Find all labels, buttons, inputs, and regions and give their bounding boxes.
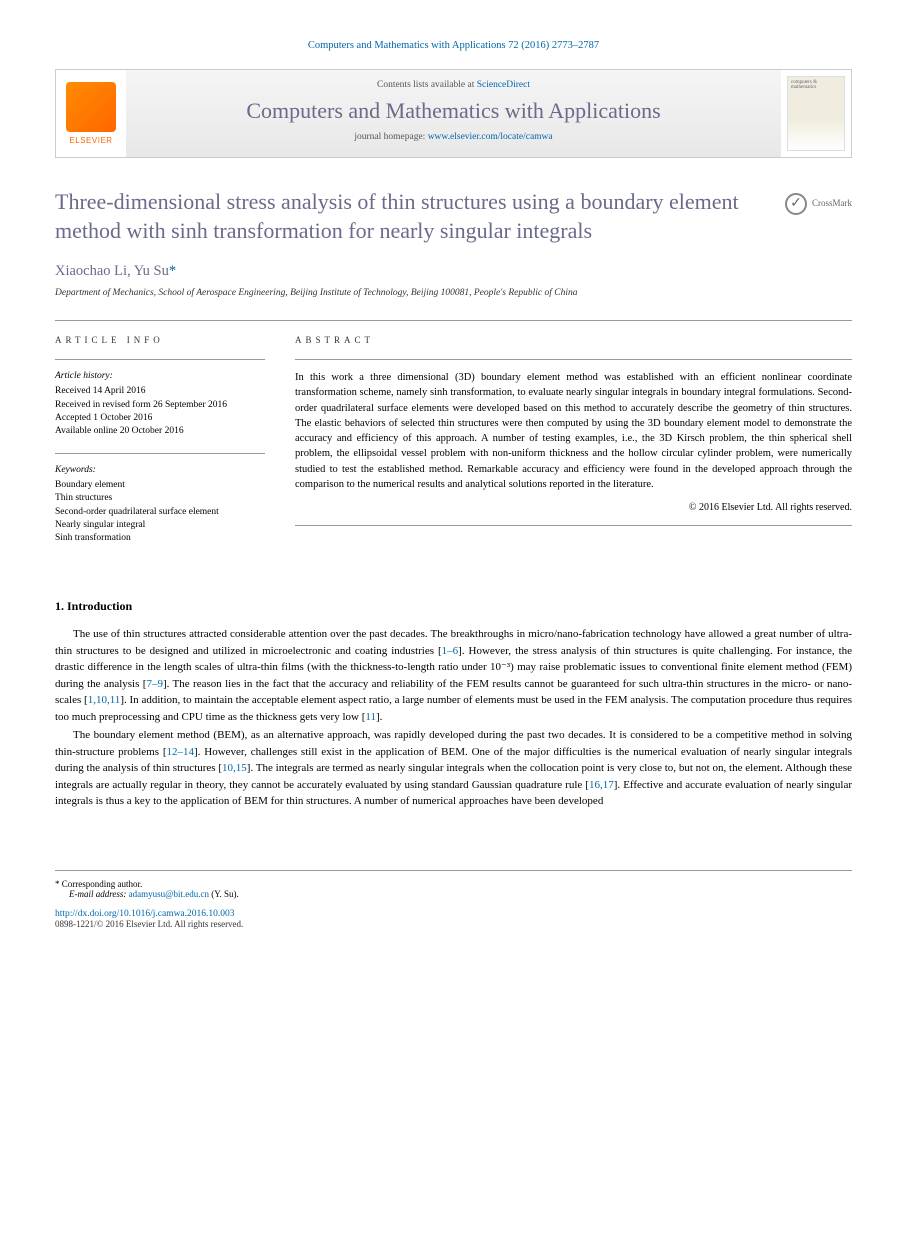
citation-link[interactable]: 1,10,11	[88, 694, 121, 706]
corresponding-mark: *	[169, 263, 176, 279]
homepage-link[interactable]: www.elsevier.com/locate/camwa	[428, 132, 553, 142]
history-item: Received in revised form 26 September 20…	[55, 399, 265, 412]
corresponding-author-note: * Corresponding author.	[55, 879, 852, 889]
keywords-block: Keywords: Boundary element Thin structur…	[55, 464, 265, 546]
journal-reference: Computers and Mathematics with Applicati…	[55, 40, 852, 51]
intro-paragraph-1: The use of thin structures attracted con…	[55, 626, 852, 725]
article-history: Article history: Received 14 April 2016 …	[55, 370, 265, 438]
citation-link[interactable]: 10,15	[222, 762, 247, 774]
citation-link[interactable]: 11	[365, 711, 376, 723]
copyright: © 2016 Elsevier Ltd. All rights reserved…	[295, 502, 852, 513]
author-names: Xiaochao Li, Yu Su	[55, 263, 169, 279]
email-label: E-mail address:	[69, 889, 129, 899]
homepage-label: journal homepage:	[354, 132, 427, 142]
page-footer: * Corresponding author. E-mail address: …	[55, 870, 852, 929]
history-item: Received 14 April 2016	[55, 385, 265, 398]
abstract-column: ABSTRACT In this work a three dimensiona…	[295, 335, 852, 559]
crossmark-badge[interactable]: ✓ CrossMark	[785, 193, 852, 215]
abstract-end-divider	[295, 525, 852, 526]
header-center: Contents lists available at ScienceDirec…	[126, 70, 781, 157]
text-run: ].	[376, 711, 382, 723]
title-text: Three-dimensional stress analysis of thi…	[55, 189, 739, 243]
text-run: ]. In addition, to maintain the acceptab…	[55, 694, 852, 723]
citation-link[interactable]: 1–6	[442, 645, 459, 657]
keyword: Nearly singular integral	[55, 519, 265, 532]
journal-title: Computers and Mathematics with Applicati…	[146, 98, 761, 124]
email-author: (Y. Su).	[209, 889, 239, 899]
keyword: Boundary element	[55, 479, 265, 492]
cover-thumbnail: computers & mathematics	[787, 76, 845, 151]
abstract-heading: ABSTRACT	[295, 335, 852, 345]
doi-link[interactable]: http://dx.doi.org/10.1016/j.camwa.2016.1…	[55, 909, 852, 919]
affiliation: Department of Mechanics, School of Aeros…	[55, 288, 852, 298]
crossmark-label: CrossMark	[812, 198, 852, 210]
info-divider	[55, 453, 265, 454]
info-abstract-row: ARTICLE INFO Article history: Received 1…	[55, 335, 852, 559]
citation-link[interactable]: 16,17	[589, 779, 614, 791]
journal-header: ELSEVIER Contents lists available at Sci…	[55, 69, 852, 158]
contents-available: Contents lists available at ScienceDirec…	[146, 80, 761, 90]
history-item: Accepted 1 October 2016	[55, 412, 265, 425]
abstract-text: In this work a three dimensional (3D) bo…	[295, 370, 852, 492]
sciencedirect-link[interactable]: ScienceDirect	[477, 80, 530, 90]
elsevier-tree-icon	[66, 82, 116, 132]
abstract-divider	[295, 359, 852, 360]
crossmark-icon: ✓	[785, 193, 807, 215]
authors: Xiaochao Li, Yu Su*	[55, 263, 852, 280]
publisher-name: ELSEVIER	[69, 136, 112, 145]
article-info-heading: ARTICLE INFO	[55, 335, 265, 345]
section-title-intro: 1. Introduction	[55, 599, 852, 614]
keyword: Thin structures	[55, 492, 265, 505]
keyword: Sinh transformation	[55, 532, 265, 545]
keyword: Second-order quadrilateral surface eleme…	[55, 506, 265, 519]
contents-text: Contents lists available at	[377, 80, 477, 90]
issn-copyright: 0898-1221/© 2016 Elsevier Ltd. All right…	[55, 919, 852, 929]
journal-cover: computers & mathematics	[781, 70, 851, 157]
divider	[55, 320, 852, 321]
citation-link[interactable]: 7–9	[146, 678, 163, 690]
publisher-logo: ELSEVIER	[56, 70, 126, 157]
intro-paragraph-2: The boundary element method (BEM), as an…	[55, 727, 852, 810]
article-title: Three-dimensional stress analysis of thi…	[55, 188, 852, 245]
homepage-line: journal homepage: www.elsevier.com/locat…	[146, 132, 761, 142]
history-item: Available online 20 October 2016	[55, 425, 265, 438]
email-link[interactable]: adamyusu@bit.edu.cn	[129, 889, 209, 899]
citation-link[interactable]: 12–14	[167, 746, 195, 758]
article-info-column: ARTICLE INFO Article history: Received 1…	[55, 335, 265, 559]
email-line: E-mail address: adamyusu@bit.edu.cn (Y. …	[69, 889, 852, 899]
info-divider	[55, 359, 265, 360]
keywords-label: Keywords:	[55, 464, 265, 477]
history-label: Article history:	[55, 370, 265, 383]
